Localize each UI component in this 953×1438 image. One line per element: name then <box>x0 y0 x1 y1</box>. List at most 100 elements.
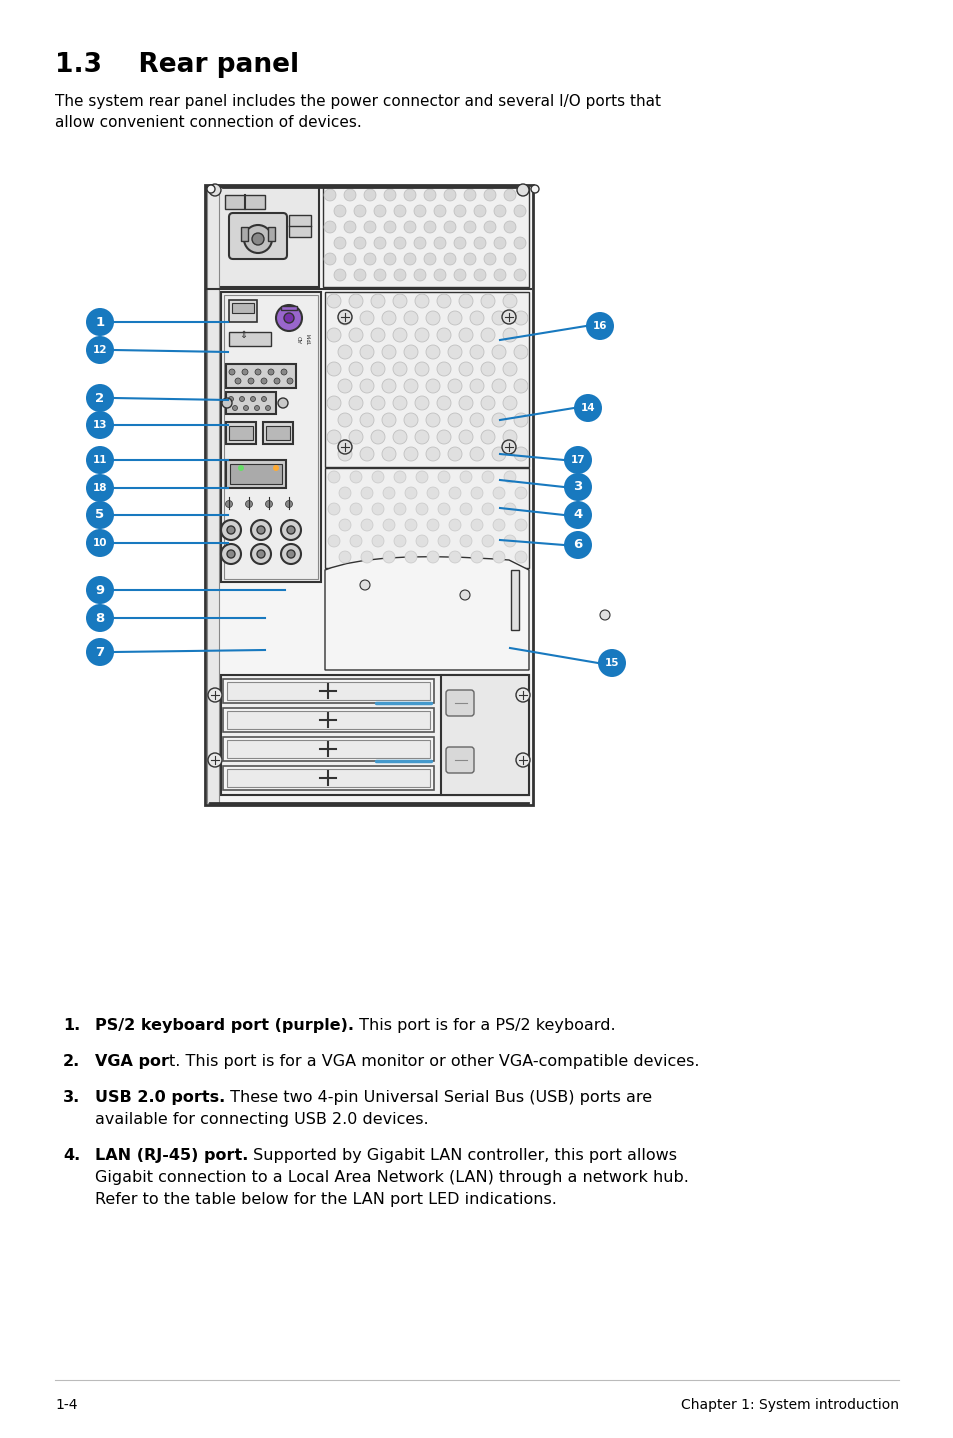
Circle shape <box>448 413 461 427</box>
Text: Gigabit connection to a Local Area Network (LAN) through a network hub.: Gigabit connection to a Local Area Netwo… <box>95 1171 688 1185</box>
Circle shape <box>394 269 406 280</box>
Text: 7: 7 <box>95 646 105 659</box>
Circle shape <box>371 395 385 410</box>
Circle shape <box>268 370 274 375</box>
Circle shape <box>503 535 516 546</box>
Circle shape <box>492 413 505 427</box>
Circle shape <box>234 378 241 384</box>
Circle shape <box>393 362 407 375</box>
Bar <box>289 216 311 237</box>
Text: 11: 11 <box>92 454 107 464</box>
Circle shape <box>327 395 340 410</box>
Circle shape <box>436 430 451 444</box>
Circle shape <box>209 184 221 196</box>
Circle shape <box>515 519 526 531</box>
Bar <box>325 467 529 568</box>
Circle shape <box>434 206 446 217</box>
Text: 1: 1 <box>95 315 105 328</box>
Circle shape <box>494 237 505 249</box>
Circle shape <box>563 531 592 559</box>
Circle shape <box>242 370 248 375</box>
Circle shape <box>436 293 451 308</box>
Circle shape <box>359 447 374 462</box>
Text: 1.3    Rear panel: 1.3 Rear panel <box>55 52 299 78</box>
Circle shape <box>516 687 530 702</box>
Bar <box>227 710 430 729</box>
Circle shape <box>471 519 482 531</box>
Circle shape <box>344 253 355 265</box>
Text: 17: 17 <box>570 454 585 464</box>
Circle shape <box>480 362 495 375</box>
Text: 18: 18 <box>92 483 107 493</box>
Circle shape <box>328 472 339 483</box>
Circle shape <box>416 472 428 483</box>
Circle shape <box>470 413 483 427</box>
Circle shape <box>207 186 214 193</box>
Circle shape <box>349 395 363 410</box>
FancyBboxPatch shape <box>446 690 474 716</box>
Circle shape <box>372 472 384 483</box>
Circle shape <box>274 378 280 384</box>
Circle shape <box>403 380 417 393</box>
Text: allow convenient connection of devices.: allow convenient connection of devices. <box>55 115 361 129</box>
Circle shape <box>480 430 495 444</box>
Circle shape <box>403 447 417 462</box>
Circle shape <box>86 446 113 475</box>
Circle shape <box>273 464 278 472</box>
Circle shape <box>459 472 472 483</box>
Bar <box>223 766 434 789</box>
Circle shape <box>514 237 525 249</box>
Circle shape <box>458 362 473 375</box>
Bar <box>223 707 434 732</box>
Circle shape <box>481 472 494 483</box>
Circle shape <box>403 311 417 325</box>
Circle shape <box>458 430 473 444</box>
Circle shape <box>503 221 516 233</box>
Circle shape <box>463 188 476 201</box>
Circle shape <box>371 362 385 375</box>
Circle shape <box>470 311 483 325</box>
Circle shape <box>516 754 530 766</box>
Circle shape <box>251 397 255 401</box>
Text: 14: 14 <box>580 403 595 413</box>
Circle shape <box>360 487 373 499</box>
Circle shape <box>338 551 351 564</box>
Circle shape <box>470 447 483 462</box>
Circle shape <box>284 313 294 324</box>
Text: 3: 3 <box>573 480 582 493</box>
Bar <box>263 421 293 444</box>
Bar <box>226 460 286 487</box>
Circle shape <box>480 395 495 410</box>
Circle shape <box>414 237 426 249</box>
Text: 12: 12 <box>92 345 107 355</box>
Circle shape <box>364 221 375 233</box>
Text: 1-4: 1-4 <box>55 1398 77 1412</box>
Circle shape <box>449 551 460 564</box>
Text: Supported by Gigabit LAN controller, this port allows: Supported by Gigabit LAN controller, thi… <box>248 1148 677 1163</box>
Circle shape <box>403 221 416 233</box>
Circle shape <box>416 535 428 546</box>
Bar <box>223 679 434 703</box>
Circle shape <box>515 487 526 499</box>
Text: 9: 9 <box>95 584 105 597</box>
Text: 16: 16 <box>592 321 607 331</box>
Circle shape <box>281 544 301 564</box>
Text: 8: 8 <box>95 611 105 624</box>
Circle shape <box>243 406 248 410</box>
Circle shape <box>414 269 426 280</box>
Circle shape <box>374 237 386 249</box>
Circle shape <box>281 521 301 541</box>
Circle shape <box>502 328 517 342</box>
Circle shape <box>359 311 374 325</box>
Circle shape <box>86 500 113 529</box>
Circle shape <box>503 472 516 483</box>
Circle shape <box>426 380 439 393</box>
Circle shape <box>480 328 495 342</box>
Bar <box>221 292 320 582</box>
Circle shape <box>480 293 495 308</box>
Circle shape <box>454 206 465 217</box>
Circle shape <box>281 370 287 375</box>
Circle shape <box>86 308 113 336</box>
Circle shape <box>337 345 352 360</box>
Circle shape <box>239 397 244 401</box>
